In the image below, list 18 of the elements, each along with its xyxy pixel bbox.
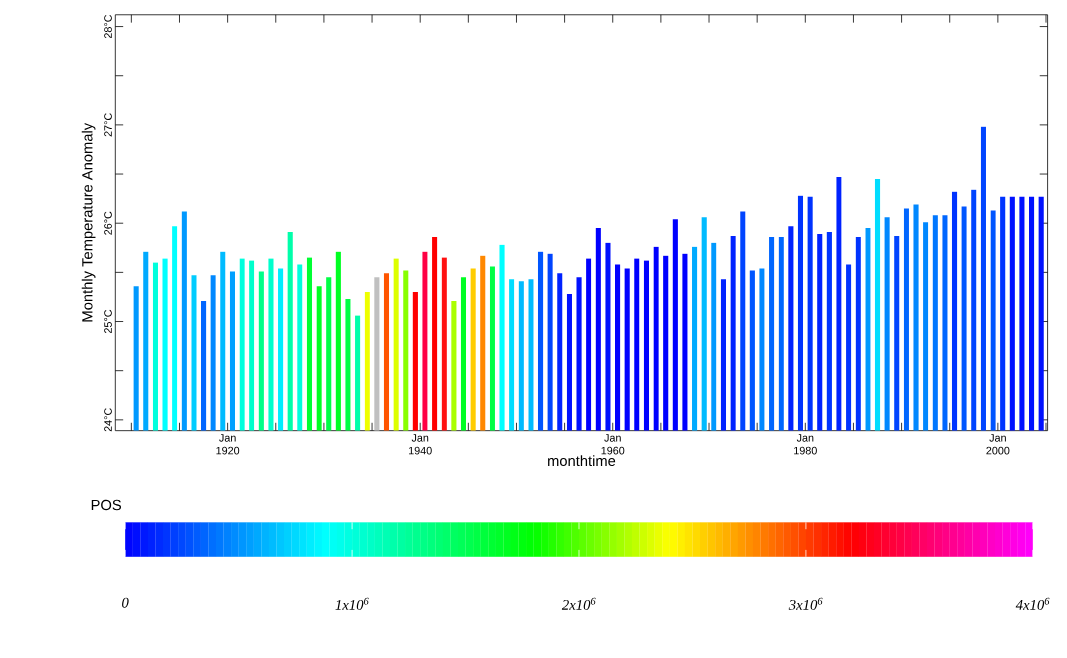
color-bar-label: 4x10$^{6}$ [1015,597,1050,610]
color-bar-label: 3x10$^{6}$ [788,597,823,610]
x-tick-label: Jan 1960 [601,433,625,455]
x-tick-label: Jan 1940 [408,433,432,455]
color-bar-label: 0 [122,597,129,608]
x-tick-label: Jan 2000 [986,433,1010,455]
color-bar-label: 2x10$^{6}$ [561,597,596,610]
x-axis-title: monthtime [548,455,616,466]
color-bar-title: POS [91,499,122,511]
color-bar-label: 1x10$^{6}$ [335,597,369,610]
y-tick-label: 27°C [104,113,112,137]
y-axis-title: Monthly Temperature Anomaly [81,122,96,322]
x-tick-label: Jan 1920 [216,433,240,455]
y-tick-label: 26°C [104,211,112,235]
x-tick-label: Jan 1980 [794,433,817,455]
y-tick-label: 25°C [104,309,112,333]
y-tick-label: 28°C [104,14,112,38]
y-tick-label: 24°C [104,408,112,432]
